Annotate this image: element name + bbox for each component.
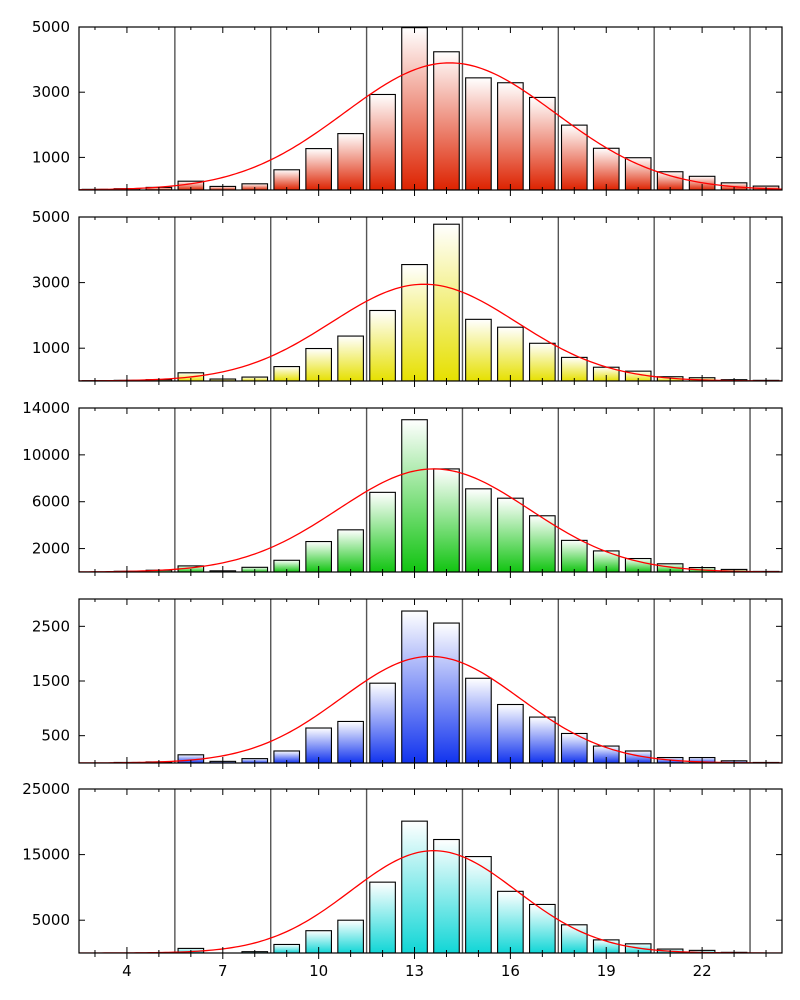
histogram-bar xyxy=(401,264,428,381)
y-tick-label: 2000 xyxy=(32,540,70,558)
histogram-bar xyxy=(337,529,364,572)
histogram-bar xyxy=(433,468,460,572)
histogram-bar xyxy=(465,318,492,381)
x-tick-label: 10 xyxy=(309,962,328,980)
y-tick-label: 5000 xyxy=(32,18,70,36)
histogram-bar xyxy=(529,903,556,953)
plot-frame xyxy=(78,216,783,382)
gaussian-fit-curve xyxy=(79,468,782,572)
histogram-bar xyxy=(337,720,364,763)
histogram-bar xyxy=(465,488,492,572)
histogram-bar xyxy=(369,881,396,953)
y-tick-label: 1000 xyxy=(32,339,70,357)
histogram-bar xyxy=(465,77,492,190)
y-tick-label: 500 xyxy=(41,727,70,745)
histogram-panel-2: 1000 3000 5000 xyxy=(32,208,783,387)
histogram-bar xyxy=(497,82,524,190)
histogram-bar xyxy=(497,703,524,763)
histogram-bar xyxy=(401,27,428,190)
histogram-bar xyxy=(433,622,460,763)
histogram-bar xyxy=(305,148,332,190)
x-tick-label: 4 xyxy=(122,962,132,980)
histogram-bar xyxy=(337,919,364,953)
y-tick-label: 15000 xyxy=(22,846,70,864)
histogram-bar xyxy=(497,326,524,381)
histogram-bar xyxy=(529,515,556,572)
histogram-bar xyxy=(529,716,556,763)
histogram-bar xyxy=(497,890,524,953)
histogram-bar xyxy=(369,93,396,190)
histogram-bar xyxy=(401,419,428,572)
histogram-bar xyxy=(497,497,524,572)
y-tick-label: 6000 xyxy=(32,493,70,511)
histogram-bar xyxy=(273,169,301,190)
y-tick-label: 25000 xyxy=(22,780,70,798)
x-tick-label: 22 xyxy=(693,962,712,980)
x-tick-label: 16 xyxy=(501,962,520,980)
histogram-bar xyxy=(369,309,396,381)
histogram-panel-5: 5000 15000 25000 4 7 10 13 16 19 22 xyxy=(22,780,783,980)
histogram-panel-4: 500 1500 2500 xyxy=(32,598,783,769)
histogram-bar xyxy=(401,610,428,763)
y-tick-label: 1000 xyxy=(32,148,70,166)
plot-frame xyxy=(78,788,783,954)
x-tick-label: 19 xyxy=(597,962,616,980)
histogram-bar xyxy=(560,539,588,572)
histogram-bar xyxy=(433,51,460,190)
gaussian-fit-curve xyxy=(79,850,782,953)
y-tick-label: 2500 xyxy=(32,617,70,635)
histogram-bar xyxy=(369,682,396,763)
histogram-bar xyxy=(592,147,620,190)
histogram-bar xyxy=(433,223,460,381)
histogram-bar xyxy=(401,820,428,953)
histogram-bar xyxy=(624,157,652,190)
histogram-bar xyxy=(465,856,492,953)
histogram-bar xyxy=(560,124,588,190)
histogram-bar xyxy=(337,133,364,190)
plot-frame xyxy=(78,26,783,191)
histogram-bar xyxy=(592,745,620,763)
y-tick-label: 3000 xyxy=(32,274,70,292)
y-tick-label: 3000 xyxy=(32,83,70,101)
histogram-bar xyxy=(560,356,588,381)
gaussian-fit-curve xyxy=(79,283,782,381)
plot-frame xyxy=(78,407,783,573)
histogram-panel-1: 1000 3000 5000 xyxy=(32,18,783,196)
y-tick-label: 10000 xyxy=(22,446,70,464)
histogram-bar xyxy=(433,838,460,953)
y-tick-label: 5000 xyxy=(32,208,70,226)
histogram-bar xyxy=(369,491,396,572)
x-tick-label: 13 xyxy=(405,962,424,980)
gaussian-fit-curve xyxy=(79,655,782,763)
y-tick-label: 1500 xyxy=(32,672,70,690)
y-tick-label: 14000 xyxy=(22,399,70,417)
histogram-bar xyxy=(529,96,556,190)
gaussian-fit-curve xyxy=(79,62,782,190)
x-tick-label: 7 xyxy=(218,962,228,980)
histogram-bar xyxy=(656,171,684,190)
histogram-bar xyxy=(465,677,492,763)
y-tick-label: 5000 xyxy=(32,911,70,929)
histogram-bar xyxy=(529,342,556,381)
histogram-panel-3: 2000 6000 10000 14000 xyxy=(22,399,783,578)
plot-frame xyxy=(78,598,783,764)
histogram-bar xyxy=(337,335,364,381)
